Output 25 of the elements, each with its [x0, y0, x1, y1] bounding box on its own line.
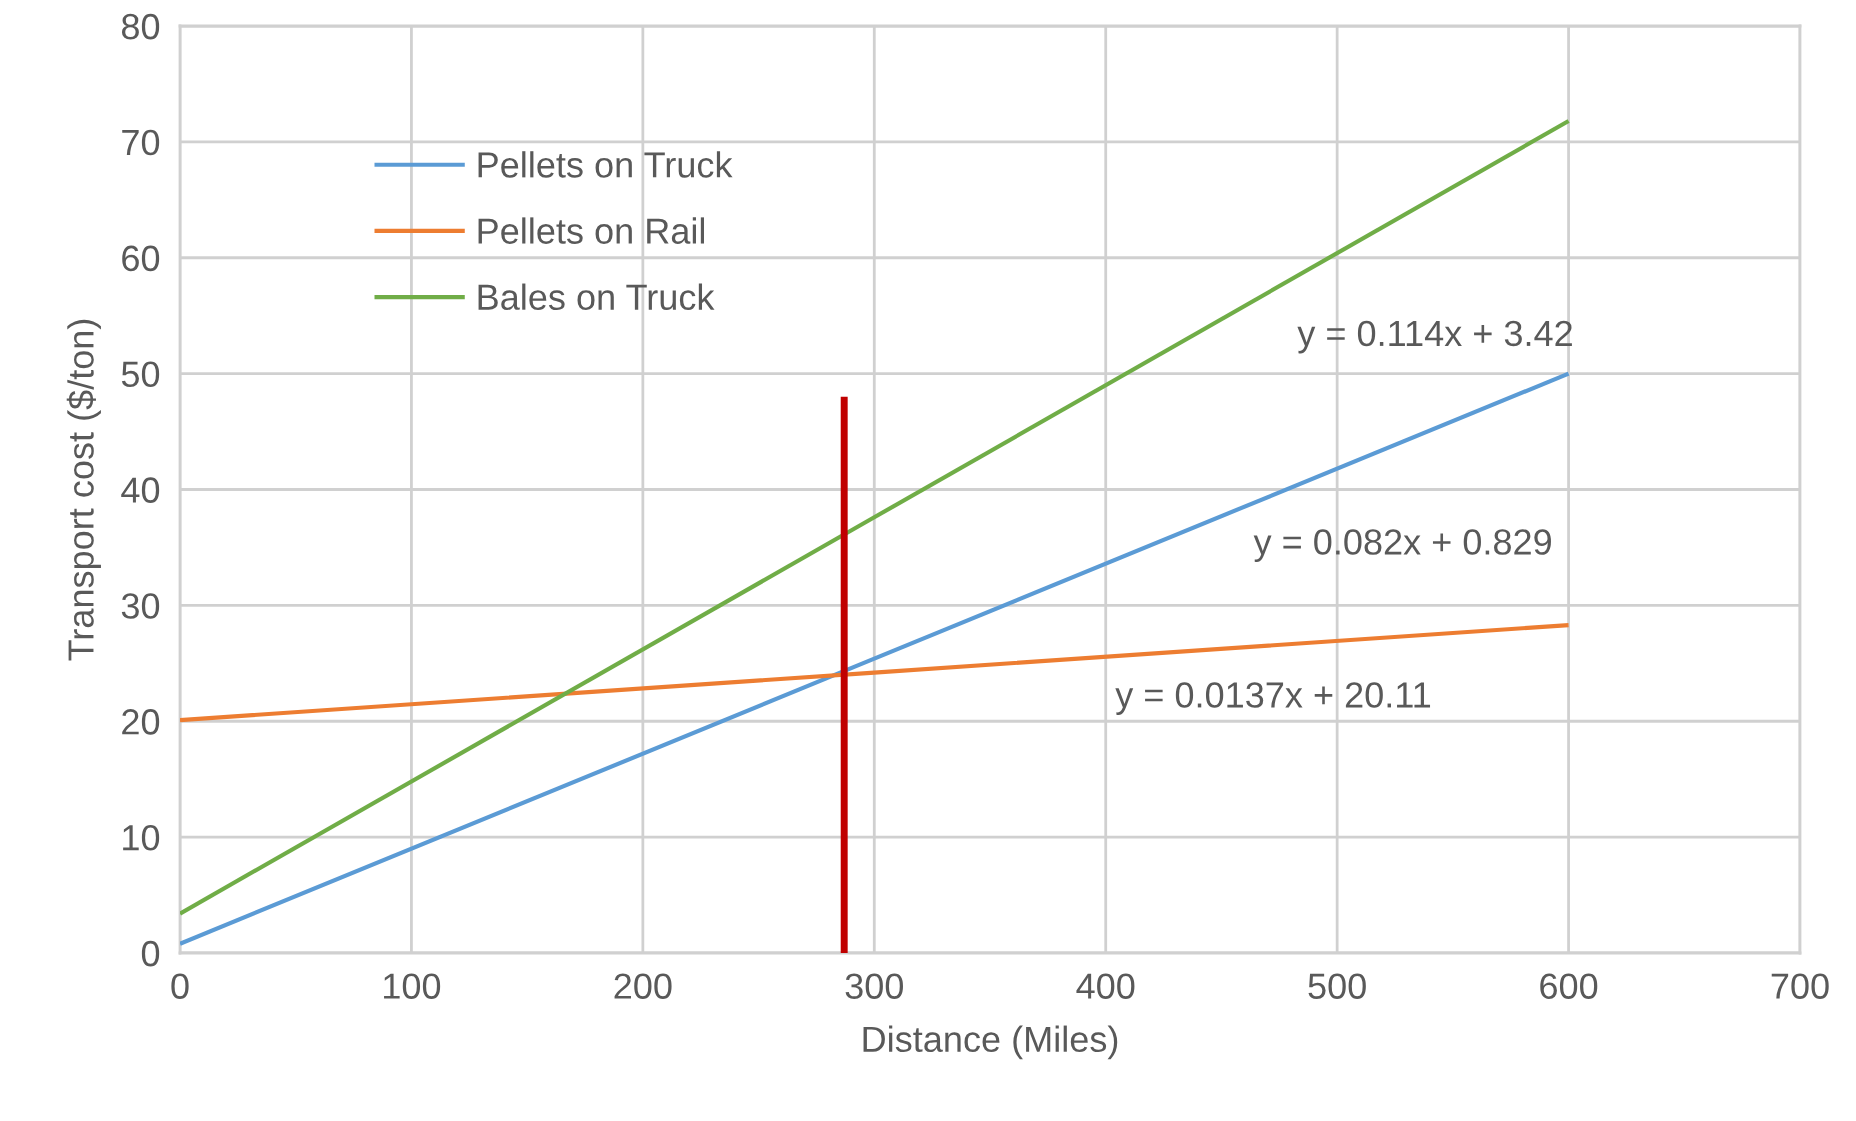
x-tick-label: 700 — [1771, 973, 1829, 999]
annotation: y = 0.0137x + 20.11 — [1115, 682, 1431, 715]
y-tick-label: 60 — [122, 245, 160, 272]
annotation: y = 0.082x + 0.829 — [1253, 529, 1551, 562]
y-axis-title: Transport cost ($/ton) — [66, 319, 101, 661]
x-axis-title: Distance (Miles) — [863, 1025, 1118, 1060]
x-tick-label: 600 — [1540, 973, 1598, 999]
legend-label: Pellets on Truck — [478, 151, 733, 178]
y-tick-label: 30 — [121, 593, 160, 619]
legend-label: Bales on Truck — [478, 283, 715, 311]
x-tick-label: 0 — [171, 973, 189, 999]
x-tick-label: 300 — [845, 973, 903, 999]
annotation: y = 0.114x + 3.42 — [1297, 320, 1572, 354]
x-tick-label: 400 — [1076, 973, 1135, 999]
legend-label: Pellets on Rail — [478, 217, 705, 244]
x-tick-label: 100 — [384, 973, 441, 999]
x-tick-label: 200 — [614, 973, 672, 999]
y-tick-label: 10 — [123, 824, 160, 851]
x-tick-label: 500 — [1308, 973, 1366, 999]
y-tick-label: 40 — [121, 477, 160, 503]
y-tick-label: 70 — [122, 129, 160, 156]
y-tick-label: 80 — [121, 13, 160, 40]
y-tick-label: 20 — [122, 709, 160, 735]
y-tick-label: 0 — [141, 940, 160, 967]
y-tick-label: 50 — [121, 361, 160, 388]
